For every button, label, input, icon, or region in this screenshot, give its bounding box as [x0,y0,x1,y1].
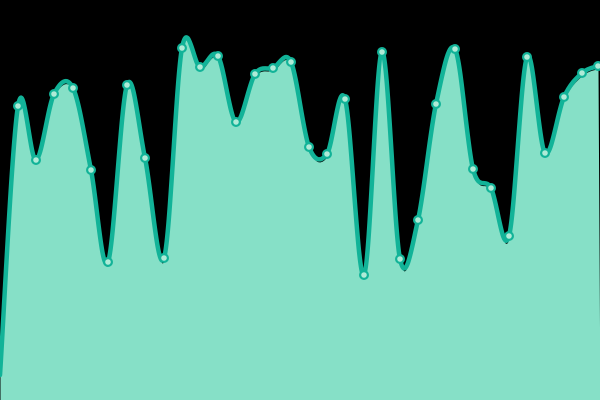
data-point-marker [159,253,170,264]
data-point-markers [13,42,600,281]
data-point-marker [340,93,351,104]
data-point-marker [576,67,587,78]
data-point-marker [558,91,569,102]
data-point-marker [377,46,388,57]
data-point-marker [450,43,461,54]
data-point-marker [121,79,132,90]
data-point-marker [85,165,96,176]
area-fill [0,40,600,400]
area-fill-layer [0,40,600,400]
data-point-marker [30,155,41,166]
data-point-marker [322,149,333,160]
data-point-marker [431,98,442,109]
data-point-marker [413,215,424,226]
data-point-marker [231,116,242,127]
data-point-marker [67,82,78,93]
data-point-marker [504,231,515,242]
data-point-marker [486,183,497,194]
data-point-marker [521,51,532,62]
data-point-marker [539,148,550,159]
data-point-marker [468,164,479,175]
data-point-marker [359,270,370,281]
data-point-marker [195,61,206,72]
data-point-marker [286,56,297,67]
trend-line [0,35,600,378]
data-point-marker [48,88,59,99]
trend-line-layer [0,35,600,378]
data-point-marker [102,257,113,268]
data-point-marker [395,254,406,265]
data-point-marker [140,153,151,164]
data-point-marker [177,42,188,53]
data-point-marker [13,100,24,111]
data-point-marker [250,68,261,79]
data-point-marker [213,50,224,61]
data-point-marker [268,62,279,73]
data-point-marker [304,142,315,153]
data-point-marker [593,61,600,71]
